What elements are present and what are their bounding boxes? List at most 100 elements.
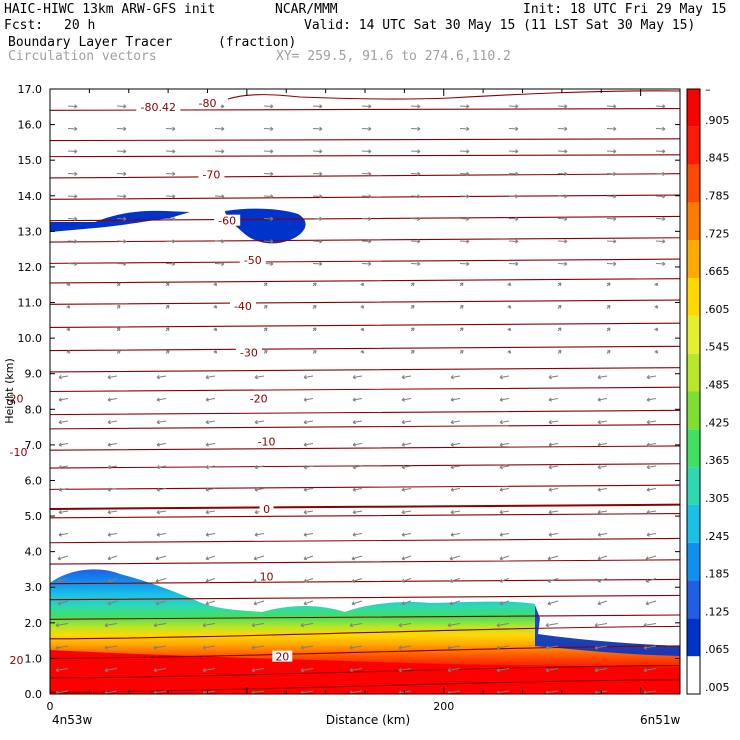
vector-head [74,239,78,244]
circulation-vector [401,555,412,560]
circulation-vector [398,668,412,671]
contour-label: -40 [234,300,252,313]
circulation-vector [214,150,225,152]
vector-head [156,465,160,470]
vector-head [251,623,255,628]
circulation-vector [312,150,323,152]
circulation-vector [57,578,69,582]
vector-head [646,375,650,380]
vector-head [360,327,365,332]
contour-label-bg [256,570,277,582]
vector-head [564,126,568,131]
circulation-vector [153,645,167,649]
circulation-vector [116,240,127,242]
vector-head [254,532,258,537]
colorbar-label: .005 [705,681,730,694]
circulation-vector [303,465,314,468]
vector-head [319,126,323,131]
vector-head [547,601,552,606]
circulation-vector [214,195,225,197]
circulation-vector [597,398,608,401]
colorbar-swatch [687,467,700,505]
circulation-vector [155,578,167,582]
vector-head [55,623,59,628]
vector-head [303,465,307,470]
circulation-vector [459,195,470,197]
y-tick-label: 16.0 [18,119,43,132]
vector-head [66,282,71,287]
circulation-vector [557,195,568,197]
vector-head [507,282,512,287]
circulation-vector [107,443,118,446]
vector-head [58,465,62,470]
vector-head [116,327,121,332]
circulation-vector [410,218,421,220]
vector-head [300,645,304,650]
circulation-vector [606,263,617,265]
vector-head [104,668,108,673]
vector-head [466,149,470,154]
circulation-vector [597,533,608,536]
circulation-vector [499,443,510,446]
colorbar-swatch [687,391,700,430]
circulation-vector [450,488,461,491]
vector-head [499,510,503,515]
vector-head [352,375,356,380]
circulation-vector [303,398,314,401]
circulation-vector [606,218,617,220]
circulation-vector [655,218,666,220]
y-axis: 0.0 1.0 2.0 3.0 4.0 5.0 6.0 7.0 8.0 9.0 10.0 11.0 12… [18,83,680,701]
vector-head [74,171,78,176]
circulation-vector [263,128,274,130]
circulation-vector [548,533,559,536]
contour-label-bg [1,392,28,404]
circulation-vector [557,173,568,175]
vector-head [643,645,647,650]
colorbar-swatch [687,580,700,619]
circulation-vector [58,488,69,491]
x-end-label: 6n51w [640,713,681,727]
vector-head [597,420,601,425]
forecast-hours: 20 h [64,18,96,33]
circulation-vector [205,443,216,446]
circulation-vector [263,150,274,152]
vector-head [643,668,647,673]
circulation-vector [459,105,470,107]
circulation-vector [548,465,559,468]
y-tick-label: 2.0 [25,617,43,630]
circulation-vector [646,375,657,378]
circulation-vector [499,420,510,423]
vector-head [123,239,127,244]
circulation-vector [499,488,510,491]
contour-label: -80 [199,97,217,110]
circulation-vector [646,443,657,446]
vector-head [263,282,268,287]
vector-head [564,216,568,221]
vector-head [66,305,71,309]
vector-head [401,556,406,561]
upper-cloud-2 [225,208,306,244]
colorbar-label: .425 [705,416,730,429]
vector-head [401,397,405,402]
circulation-vector [155,600,167,605]
circulation-vector [205,398,216,401]
vector-head [447,623,451,628]
vector-head [116,305,121,309]
vector-head [499,375,503,380]
y-tick-label: 8.0 [25,403,43,416]
circulation-vector [646,510,657,513]
circulation-vector [352,443,363,446]
vector-head [557,305,562,309]
circulation-vector [449,555,461,560]
vector-head [548,532,552,537]
vector-head [58,442,62,447]
vector-head [654,305,659,309]
colorbar-swatch [687,202,700,241]
vector-head [613,171,617,176]
contour-line [50,173,680,179]
vector-head [172,239,176,244]
circulation-vector [349,690,363,694]
vector-head [270,171,274,176]
circulation-vector [214,128,225,130]
circulation-vector [643,690,657,694]
